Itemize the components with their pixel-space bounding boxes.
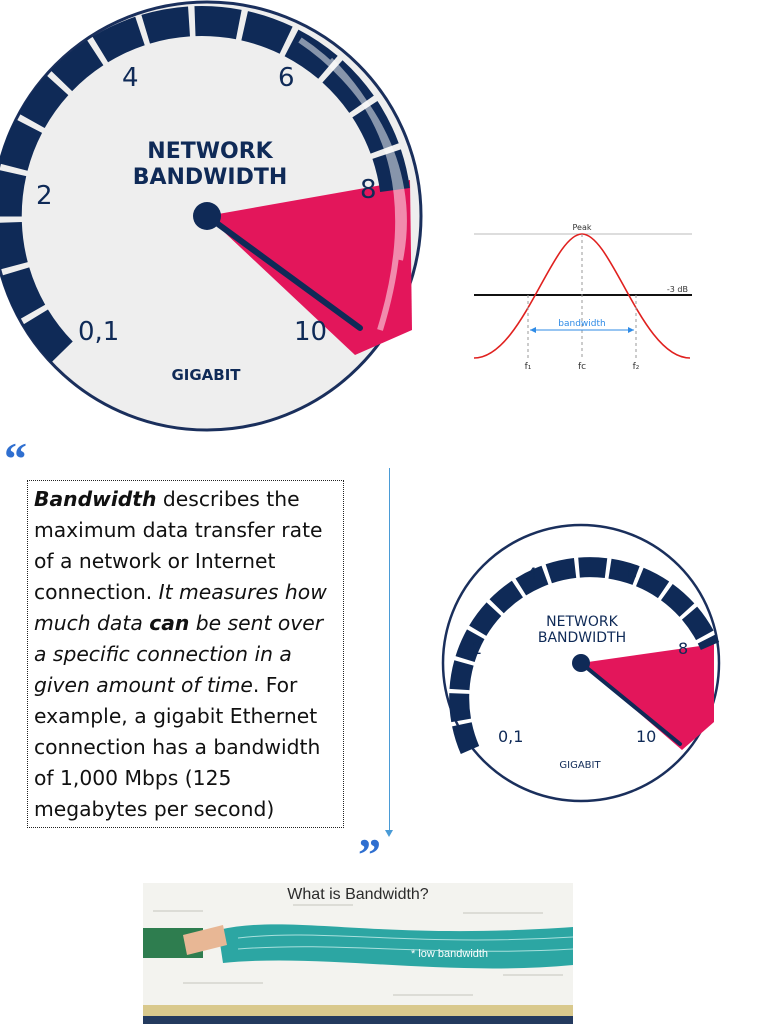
tick-label: 2 [36,181,53,211]
tick-label: 10 [636,727,656,746]
db-label: -3 dB [667,285,688,294]
gauge-title-line1: NETWORK [147,139,273,164]
quote-text-1: describes the maximum data transfer rate… [34,487,323,604]
tick-label: 4 [527,564,537,583]
gauge-title-line1: NETWORK [546,614,618,630]
tick-label: 4 [122,63,139,93]
quote-text-2: . For example, a gigabit Ethernet connec… [34,673,321,821]
bandwidth-illustration [143,904,573,1024]
fc-label: fᴄ [578,362,586,372]
term-bandwidth: Bandwidth [34,487,157,511]
gauge-sweep [207,180,412,355]
network-bandwidth-gauge-small: 0,1 2 4 6 8 10 NETWORK BANDWIDTH GIGABIT [441,523,721,803]
f1-label: f₁ [525,362,532,372]
f2-label: f₂ [633,362,640,372]
video-title: What is Bandwidth? [287,886,429,903]
bandwidth-label: bandwidth [558,319,605,329]
tick-label: 10 [294,317,327,347]
open-quote-mark: “ [4,433,27,484]
gauge-needle [579,661,682,746]
quote-bold-can: can [149,611,190,635]
tick-label: 6 [278,63,295,93]
what-is-bandwidth-video[interactable]: What is Bandwidth? * low bandwidth [143,883,573,1024]
arrow-down-icon [385,830,393,837]
vertical-divider [389,468,390,834]
tick-label: 8 [360,175,377,205]
quote-italic-2: be sent over a specific connection in a … [34,611,324,697]
quote-italic-1: It measures how much data [34,580,327,635]
gauge-needle [204,213,363,331]
close-quote-mark: ” [358,829,381,880]
tick-label: 8 [678,639,688,658]
network-bandwidth-gauge-large: 0,1 2 4 6 8 10 NETWORK BANDWIDTH GIGABIT [0,0,430,432]
tick-label: 2 [472,639,482,658]
video-caption: * low bandwidth [411,948,489,960]
gauge-sweep [581,644,714,750]
gauge-hub [572,654,590,672]
gauge-title-line2: BANDWIDTH [133,165,288,190]
bandwidth-definition-quote: Bandwidth describes the maximum data tra… [27,480,344,828]
gauge-hub [193,202,221,230]
bandwidth-frequency-chart: Peak -3 dB bandwidth f₁ fᴄ f₂ [473,223,692,372]
gauge-unit: GIGABIT [559,760,601,771]
peak-label: Peak [573,223,592,232]
tick-label: 0,1 [78,317,119,347]
gauge-title-line2: BANDWIDTH [538,630,626,646]
gauge-unit: GIGABIT [171,366,241,384]
tick-label: 0,1 [498,727,523,746]
tick-label: 6 [627,564,637,583]
